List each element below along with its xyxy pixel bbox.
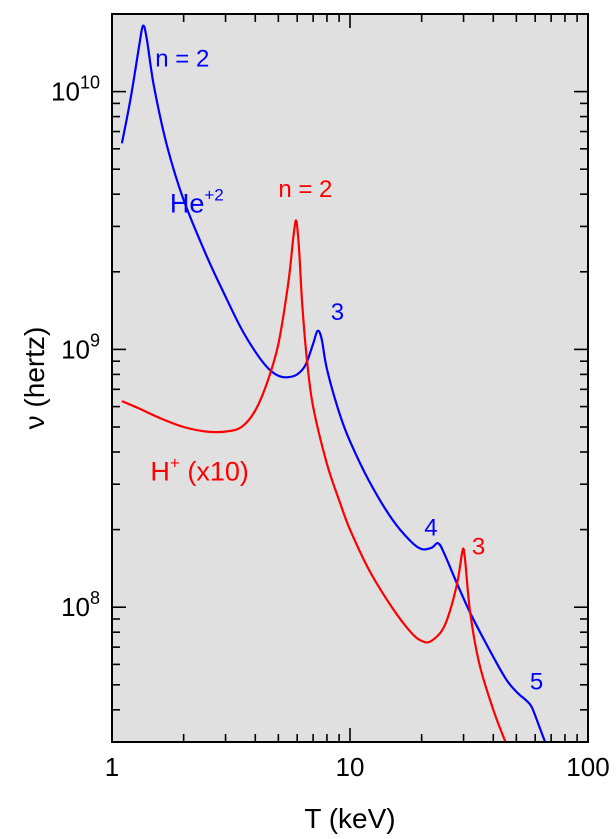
series-label-h: H+ (x10) (150, 454, 248, 487)
y-tick-base: 10 (61, 334, 90, 364)
series-label-suffix: (x10) (180, 457, 249, 487)
x-tick-label: 100 (566, 752, 609, 782)
annotation-layer: n = 2 3 4 5 n = 2 3 (155, 46, 543, 696)
annotation-label: 4 (424, 514, 437, 541)
y-tick-exponent: 9 (90, 330, 100, 350)
y-tick-exponent: 8 (90, 588, 100, 608)
y-tick-label: 109 (61, 330, 100, 364)
annotation-label: 3 (472, 534, 485, 561)
series-label-he: He+2 (170, 185, 224, 218)
x-axis-title: T (keV) (304, 803, 395, 834)
y-tick-base: 10 (61, 592, 90, 622)
y-axis-title: ν (hertz) (19, 327, 50, 430)
series-layer (120, 24, 547, 742)
series-label-sup: +2 (204, 185, 223, 204)
y-tick-exponent: 10 (80, 73, 100, 93)
series-line-h (121, 219, 507, 742)
annotation-label: 5 (530, 668, 543, 695)
x-tick-label: 10 (336, 752, 365, 782)
series-label-sup: + (170, 454, 180, 473)
y-tick-base: 10 (51, 77, 80, 107)
y-tick-label: 108 (61, 588, 100, 622)
plot-background (112, 14, 588, 742)
series-label-main: H (150, 457, 170, 487)
y-tick-label: 1010 (51, 73, 100, 107)
annotation-label: n = 2 (278, 176, 332, 203)
series-labels: He+2 H+ (x10) (150, 185, 248, 486)
annotation-label: n = 2 (155, 46, 209, 73)
annotation-label: 3 (331, 299, 344, 326)
x-tick-label: 1 (105, 752, 119, 782)
series-line-he (120, 24, 547, 742)
series-label-main: He (170, 188, 205, 218)
